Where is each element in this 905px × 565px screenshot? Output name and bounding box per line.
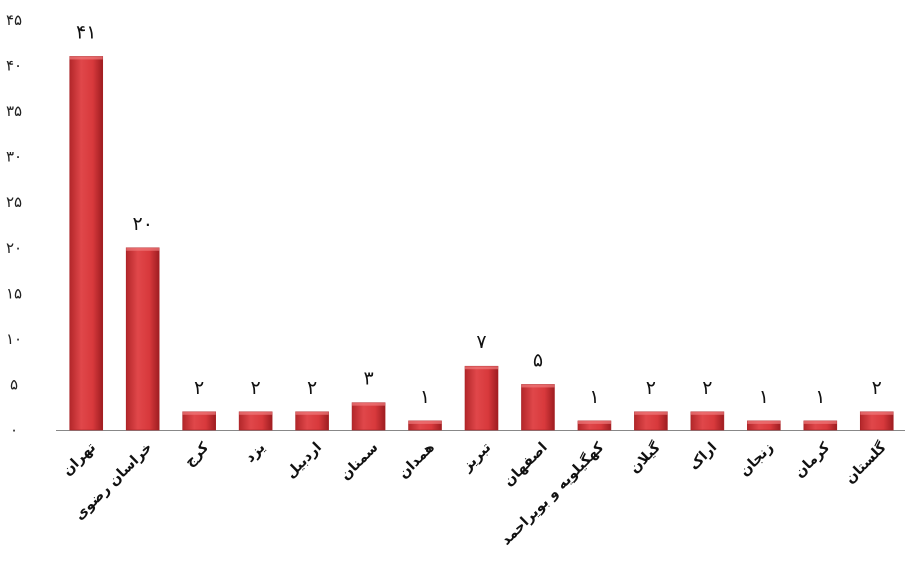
data-label: ۳ <box>363 368 373 390</box>
data-label: ۲ <box>872 377 882 399</box>
bar <box>125 247 160 431</box>
data-label: ۵ <box>533 349 543 371</box>
bar-top-highlight <box>182 411 216 415</box>
data-label: ۲ <box>251 377 261 399</box>
bar-top-highlight <box>295 411 329 415</box>
data-label: ۴۱ <box>76 21 96 43</box>
value-labels: ۴۱ ۲۰ ۲ ۲ ۲ ۳ ۱ ۷ ۵ ۱ ۲ ۲ ۱ ۱ ۲ <box>76 21 882 407</box>
category-label: کرج <box>182 439 213 470</box>
bar-top-highlight <box>521 384 555 388</box>
data-label: ۲ <box>194 377 204 399</box>
category-label: تبریز <box>459 440 495 476</box>
data-label: ۲ <box>646 377 656 399</box>
bar-top-highlight <box>126 247 160 251</box>
category-label: کهگیلویه و بویراحمد <box>497 438 607 548</box>
y-tick-label: ۲۵ <box>6 193 22 211</box>
category-label: کرمان <box>792 439 834 481</box>
y-tick-label: ۳۰ <box>6 148 22 166</box>
data-label: ۱ <box>589 386 599 408</box>
y-tick-label: ۵ <box>10 375 18 393</box>
data-label: ۱ <box>420 386 430 408</box>
bar-top-highlight <box>860 411 894 415</box>
category-label: اردبیل <box>283 440 325 482</box>
bar <box>351 402 386 431</box>
category-label: گلستان <box>841 438 890 487</box>
category-label: همدان <box>395 440 437 482</box>
bar-top-highlight <box>239 411 273 415</box>
category-label: اصفهان <box>501 440 551 490</box>
y-tick-label: ۳۵ <box>6 102 22 120</box>
category-label: سمنان <box>337 440 381 484</box>
bar-top-highlight <box>352 402 386 406</box>
y-tick-label: ۱۰ <box>6 330 22 348</box>
bars <box>69 56 894 431</box>
y-axis: ۰ ۵ ۱۰ ۱۵ ۲۰ ۲۵ ۳۰ ۳۵ ۴۰ ۴۵ <box>6 11 22 439</box>
data-label: ۱ <box>815 386 825 408</box>
bar <box>464 365 499 431</box>
bar-top-highlight <box>634 411 668 415</box>
category-label: تهران <box>59 440 99 480</box>
y-tick-label: ۴۰ <box>6 57 22 75</box>
bar-top-highlight <box>465 366 498 370</box>
y-tick-label: ۰ <box>10 421 18 439</box>
bar-top-highlight <box>803 420 837 424</box>
bar <box>521 384 555 431</box>
category-label: یزد <box>242 440 268 466</box>
category-label: زنجان <box>737 440 777 480</box>
data-label: ۲۰ <box>132 213 152 235</box>
bar-top-highlight <box>577 420 611 424</box>
bar-top-highlight <box>408 420 442 424</box>
category-label: اراک <box>686 440 720 474</box>
data-label: ۱ <box>759 386 769 408</box>
data-label: ۷ <box>476 331 486 353</box>
y-tick-label: ۲۰ <box>6 239 22 257</box>
data-label: ۲ <box>307 377 317 399</box>
bar-top-highlight <box>747 420 781 424</box>
bar-top-highlight <box>690 411 724 415</box>
bar <box>69 56 104 431</box>
category-label: گیلان <box>626 438 664 476</box>
y-tick-label: ۱۵ <box>6 284 22 302</box>
y-tick-label: ۴۵ <box>6 11 22 29</box>
bar-top-highlight <box>69 56 103 60</box>
data-label: ۲ <box>702 377 712 399</box>
